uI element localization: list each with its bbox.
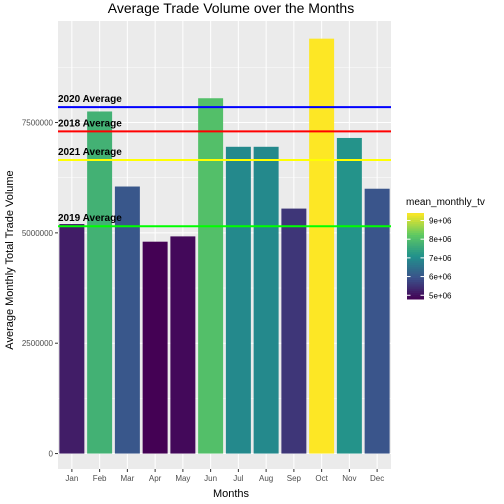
bar-apr	[142, 241, 168, 454]
legend-gradient-segment	[407, 277, 424, 281]
bars	[59, 38, 390, 454]
x-tick-label: Jul	[233, 474, 243, 483]
plot-panel	[58, 21, 391, 469]
legend-tick-label: 6e+06	[429, 273, 452, 282]
legend-gradient-segment	[407, 268, 424, 272]
legend-gradient-segment	[407, 290, 424, 294]
legend-gradient-segment	[407, 225, 424, 229]
legend-gradient-segment	[407, 215, 424, 218]
legend-gradient-segment	[407, 264, 424, 268]
y-tick-label: 7500000	[22, 119, 54, 128]
x-tick-label: Apr	[149, 474, 162, 483]
legend-gradient-segment	[407, 247, 424, 251]
x-tick-label: Mar	[120, 474, 134, 483]
bar-sep	[281, 208, 307, 454]
legend-gradient-segment	[407, 273, 424, 276]
legend-gradient-segment	[407, 234, 424, 238]
x-tick-label: Jan	[65, 474, 78, 483]
legend-title: mean_monthly_tv	[406, 197, 485, 208]
legend-gradient-segment	[407, 253, 424, 257]
legend-gradient-segment	[407, 232, 424, 235]
legend-gradient-segment	[407, 251, 424, 255]
reference-line-label: 2018 Average	[58, 118, 122, 129]
legend-gradient-segment	[407, 245, 424, 248]
reference-line-label: 2019 Average	[58, 213, 122, 224]
legend-gradient-segment	[407, 275, 424, 278]
bar-jun	[198, 98, 224, 454]
color-legend: mean_monthly_tv 5e+06 6e+06 7e+06 8e+06 9e+0…	[406, 197, 485, 300]
legend-gradient-segment	[407, 230, 424, 233]
bar-jan	[59, 224, 85, 454]
legend-gradient-segment	[407, 279, 424, 283]
x-tick-label: Sep	[287, 474, 302, 483]
x-tick-label: Jun	[204, 474, 217, 483]
y-axis: 0 2500000 5000000 7500000	[22, 119, 58, 459]
y-tick-label: 5000000	[22, 229, 54, 238]
legend-gradient-segment	[407, 260, 424, 263]
reference-line-label: 2020 Average	[58, 94, 122, 105]
legend-gradient-segment	[407, 213, 424, 216]
bar-may	[170, 236, 196, 454]
bar-oct	[309, 38, 335, 454]
y-tick-label: 0	[49, 450, 54, 459]
legend-gradient-segment	[407, 221, 424, 225]
x-axis-title: Months	[213, 488, 250, 500]
legend-gradient-segment	[407, 281, 424, 285]
legend-gradient-segment	[407, 296, 424, 300]
legend-tick-label: 5e+06	[429, 291, 452, 300]
legend-gradient-segment	[407, 223, 424, 227]
chart-title: Average Trade Volume over the Months	[108, 0, 354, 16]
bar-aug	[253, 146, 279, 454]
bar-feb	[87, 111, 113, 454]
legend-tick-label: 7e+06	[429, 254, 452, 263]
legend-gradient-segment	[407, 240, 424, 244]
legend-gradient-segment	[407, 243, 424, 246]
legend-gradient-segment	[407, 219, 424, 223]
legend-gradient-segment	[407, 258, 424, 261]
x-tick-label: Nov	[342, 474, 356, 483]
legend-gradient-segment	[407, 266, 424, 270]
legend-gradient-segment	[407, 288, 424, 291]
bar-nov	[336, 137, 362, 454]
legend-gradient-segment	[407, 271, 424, 274]
reference-line-label: 2021 Average	[58, 147, 122, 158]
legend-gradient-segment	[407, 236, 424, 240]
legend-gradient-segment	[407, 217, 424, 220]
bar-mar	[114, 186, 140, 454]
reference-lines: 2020 Average 2018 Average 2021 Average 2019…	[58, 94, 391, 228]
bar-dec	[364, 188, 390, 454]
x-tick-label: May	[175, 474, 190, 483]
x-tick-label: Dec	[370, 474, 384, 483]
x-tick-label: Oct	[315, 474, 328, 483]
legend-tick-label: 9e+06	[429, 216, 452, 225]
legend-gradient-segment	[407, 228, 424, 231]
legend-gradient-segment	[407, 249, 424, 253]
y-tick-label: 2500000	[22, 339, 54, 348]
legend-gradient-segment	[407, 294, 424, 298]
legend-tick-label: 8e+06	[429, 235, 452, 244]
legend-gradient-segment	[407, 292, 424, 296]
x-tick-label: Aug	[259, 474, 273, 483]
legend-gradient-segment	[407, 238, 424, 242]
legend-gradient-segment	[407, 262, 424, 266]
legend-gradient-segment	[407, 256, 424, 259]
legend-gradient-segment	[407, 283, 424, 287]
y-axis-title: Average Monthly Total Trade Volume	[4, 170, 16, 349]
x-axis: Jan Feb Mar Apr May Jun Jul Aug Sep Oct Nov Dec	[65, 469, 384, 483]
x-tick-label: Feb	[93, 474, 107, 483]
bar-jul	[225, 146, 251, 454]
legend-gradient-segment	[407, 286, 424, 289]
